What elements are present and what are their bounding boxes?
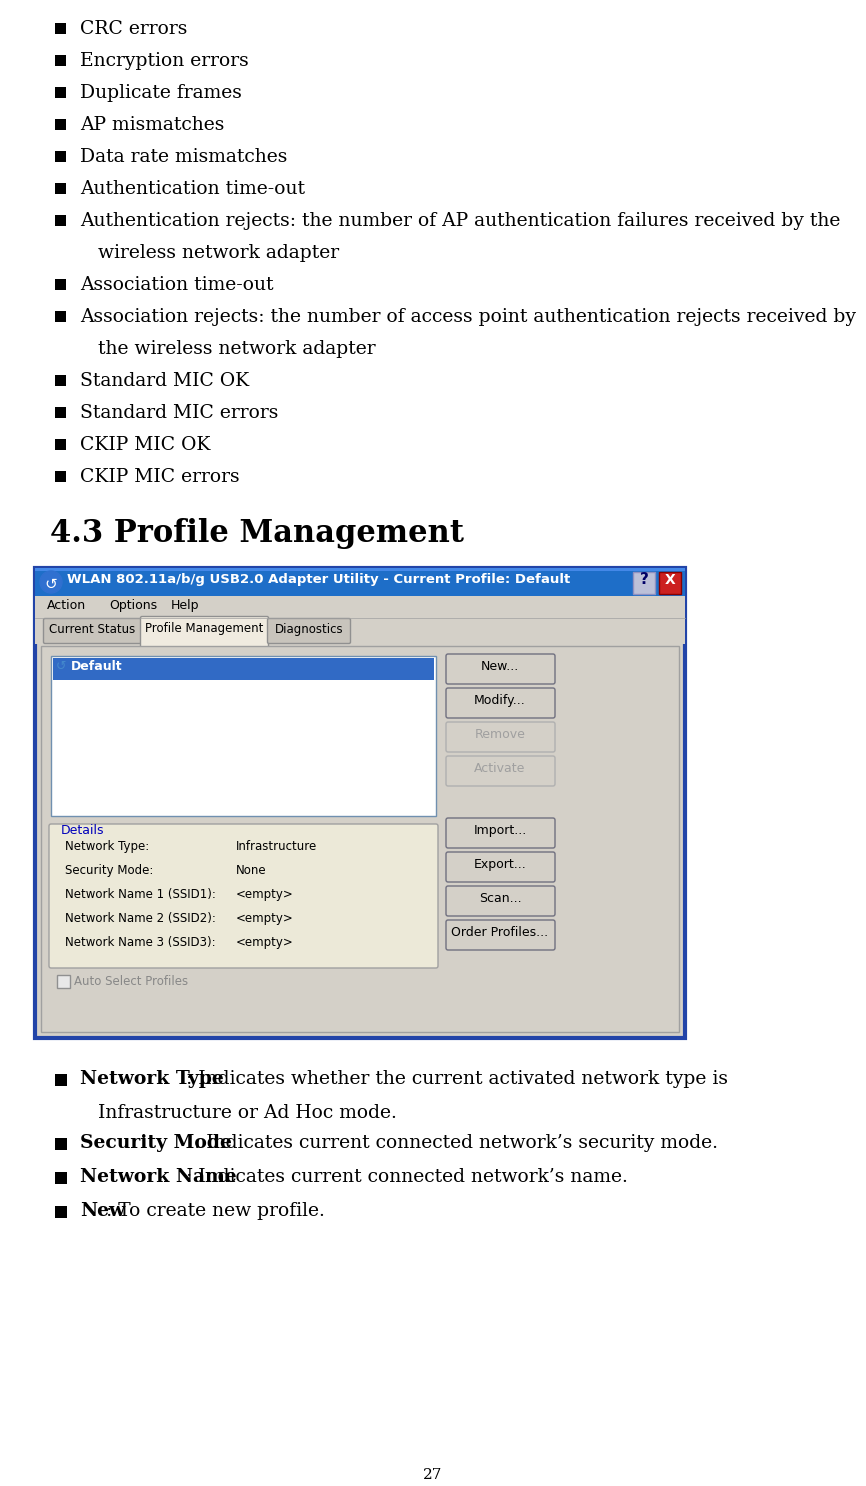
Text: Network Name 1 (SSID1):: Network Name 1 (SSID1):	[65, 889, 216, 901]
Text: Export...: Export...	[474, 857, 527, 871]
Bar	[53, 658, 434, 681]
Text: Authentication time-out: Authentication time-out	[80, 180, 305, 198]
Text: : Indicates current connected network’s security mode.: : Indicates current connected network’s …	[194, 1134, 719, 1152]
FancyBboxPatch shape	[446, 920, 555, 950]
Bar	[35, 596, 685, 618]
Text: Data rate mismatches: Data rate mismatches	[80, 149, 288, 166]
Text: Duplicate frames: Duplicate frames	[80, 85, 242, 103]
Bar	[55, 311, 66, 322]
Text: Network Name 2 (SSID2):: Network Name 2 (SSID2):	[65, 912, 216, 924]
Text: Diagnostics: Diagnostics	[275, 623, 343, 636]
Text: Order Profiles...: Order Profiles...	[451, 926, 548, 939]
Text: : Indicates whether the current activated network type is: : Indicates whether the current activate…	[185, 1070, 727, 1088]
Bar	[35, 568, 685, 1039]
Bar	[55, 119, 66, 129]
Bar	[55, 1074, 67, 1086]
FancyBboxPatch shape	[446, 688, 555, 718]
Text: Default: Default	[71, 660, 123, 673]
Text: None: None	[236, 863, 267, 877]
Text: Security Mode: Security Mode	[80, 1134, 232, 1152]
FancyBboxPatch shape	[446, 817, 555, 849]
Text: wireless network adapter: wireless network adapter	[98, 244, 339, 262]
Bar	[55, 471, 66, 481]
Text: WLAN 802.11a/b/g USB2.0 Adapter Utility - Current Profile: Default: WLAN 802.11a/b/g USB2.0 Adapter Utility …	[67, 574, 570, 585]
Text: Help: Help	[171, 599, 199, 612]
FancyBboxPatch shape	[43, 618, 141, 643]
Text: ?: ?	[640, 572, 649, 587]
Text: : To create new profile.: : To create new profile.	[107, 1202, 326, 1220]
Text: CRC errors: CRC errors	[80, 19, 187, 39]
Text: Current Status: Current Status	[48, 623, 135, 636]
Bar	[55, 1138, 67, 1150]
FancyBboxPatch shape	[268, 618, 351, 643]
Text: Action: Action	[47, 599, 86, 612]
Bar	[55, 438, 66, 450]
Bar	[55, 22, 66, 34]
FancyBboxPatch shape	[140, 617, 268, 648]
Text: AP mismatches: AP mismatches	[80, 116, 224, 134]
Text: Encryption errors: Encryption errors	[80, 52, 249, 70]
Text: Auto Select Profiles: Auto Select Profiles	[74, 975, 188, 988]
Text: Standard MIC errors: Standard MIC errors	[80, 404, 278, 422]
Bar	[659, 572, 681, 594]
Text: Profile Management: Profile Management	[145, 623, 263, 635]
Text: Authentication rejects: the number of AP authentication failures received by the: Authentication rejects: the number of AP…	[80, 212, 840, 230]
Bar	[55, 183, 66, 195]
Bar	[51, 655, 436, 816]
Text: : Indicates current connected network’s name.: : Indicates current connected network’s …	[185, 1168, 628, 1186]
Text: Network Type:: Network Type:	[65, 840, 149, 853]
Text: Network Type: Network Type	[80, 1070, 223, 1088]
Bar	[55, 279, 66, 290]
Bar	[55, 55, 66, 65]
Text: <empty>: <empty>	[236, 889, 294, 901]
Text: Import...: Import...	[474, 825, 527, 837]
Text: CKIP MIC errors: CKIP MIC errors	[80, 468, 240, 486]
Text: New...: New...	[481, 660, 519, 673]
Text: Infrastructure or Ad Hoc mode.: Infrastructure or Ad Hoc mode.	[98, 1104, 397, 1122]
Circle shape	[40, 571, 62, 593]
Bar	[35, 568, 685, 571]
Text: ↺: ↺	[45, 577, 57, 591]
FancyBboxPatch shape	[446, 756, 555, 786]
Bar	[55, 1172, 67, 1184]
Text: Modify...: Modify...	[474, 694, 526, 707]
Text: Scan...: Scan...	[479, 892, 521, 905]
Bar	[55, 374, 66, 386]
Bar	[55, 88, 66, 98]
Text: New: New	[80, 1202, 125, 1220]
Text: Remove: Remove	[475, 728, 526, 742]
Text: Activate: Activate	[475, 762, 526, 776]
Text: Infrastructure: Infrastructure	[236, 840, 317, 853]
Text: Association time-out: Association time-out	[80, 276, 274, 294]
Text: <empty>: <empty>	[236, 936, 294, 950]
Bar	[57, 975, 70, 988]
FancyBboxPatch shape	[49, 825, 438, 967]
Text: 27: 27	[423, 1468, 443, 1482]
Text: CKIP MIC OK: CKIP MIC OK	[80, 435, 210, 455]
Text: ↺: ↺	[56, 660, 67, 673]
Bar	[41, 646, 679, 1031]
FancyBboxPatch shape	[446, 886, 555, 915]
Text: Association rejects: the number of access point authentication rejects received : Association rejects: the number of acces…	[80, 308, 856, 325]
Bar	[55, 1207, 67, 1219]
Text: Security Mode:: Security Mode:	[65, 863, 153, 877]
Text: Standard MIC OK: Standard MIC OK	[80, 372, 249, 389]
Text: <empty>: <empty>	[236, 912, 294, 924]
FancyBboxPatch shape	[446, 722, 555, 752]
Bar	[55, 215, 66, 226]
Bar	[35, 618, 685, 643]
Text: Details: Details	[61, 825, 105, 837]
Text: X: X	[664, 574, 675, 587]
Bar	[633, 572, 655, 594]
Text: 4.3 Profile Management: 4.3 Profile Management	[50, 519, 464, 548]
Bar	[35, 568, 685, 596]
Text: Options: Options	[109, 599, 157, 612]
Text: Network Name 3 (SSID3):: Network Name 3 (SSID3):	[65, 936, 216, 950]
Bar	[55, 152, 66, 162]
Text: the wireless network adapter: the wireless network adapter	[98, 340, 376, 358]
FancyBboxPatch shape	[446, 654, 555, 684]
Bar	[55, 407, 66, 418]
Text: Network Name: Network Name	[80, 1168, 236, 1186]
FancyBboxPatch shape	[446, 851, 555, 883]
